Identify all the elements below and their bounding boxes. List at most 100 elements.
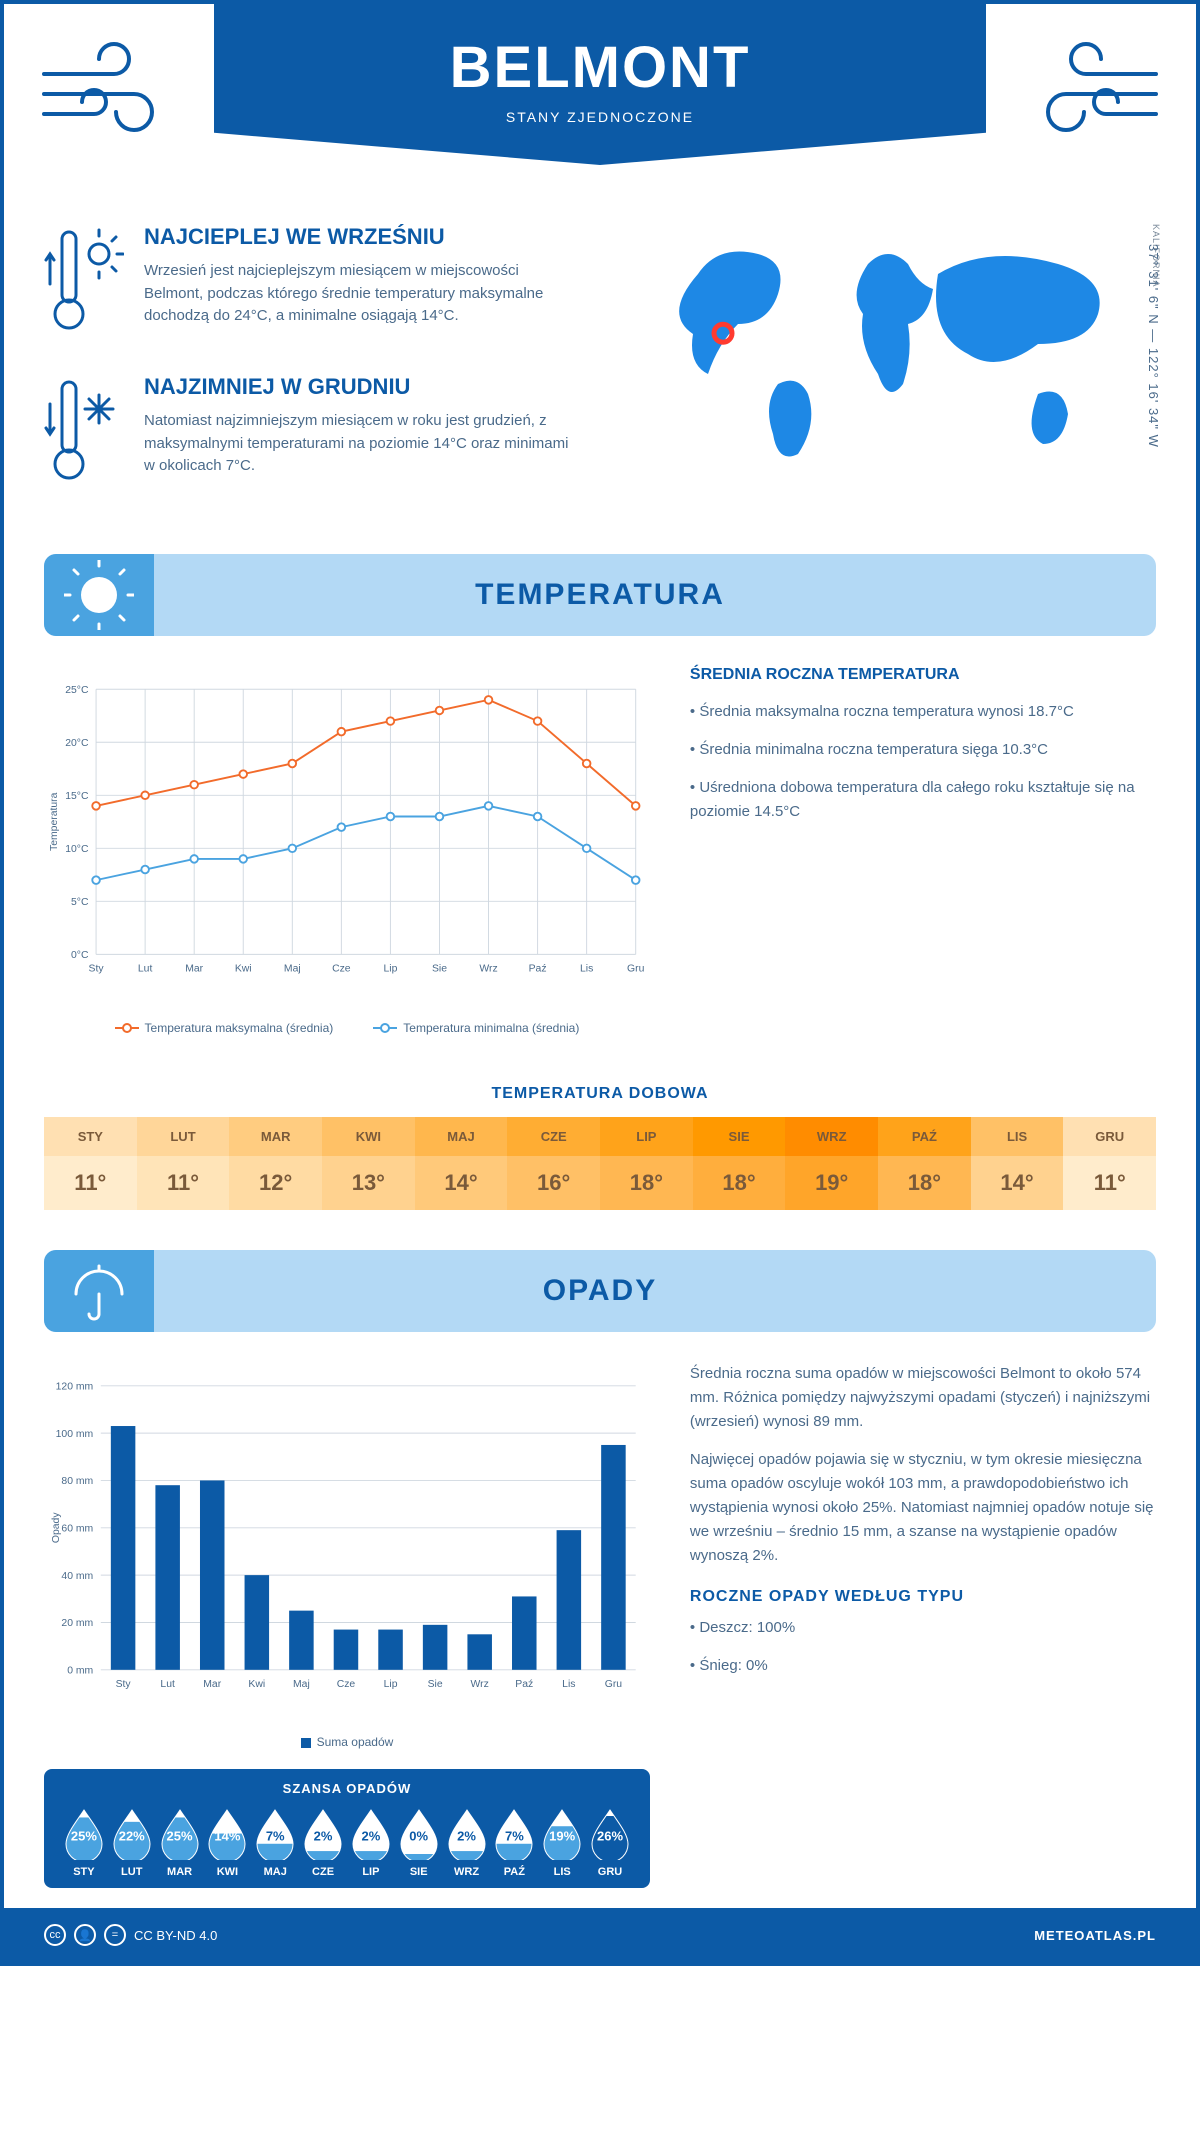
temp-cell: LIP18° (600, 1117, 693, 1210)
temperature-legend: .legend-swatch[style*='#f26b2b']::after{… (44, 1021, 650, 1035)
section-title: TEMPERATURA (475, 578, 725, 611)
svg-text:Mar: Mar (203, 1679, 221, 1690)
temp-cell: SIE18° (693, 1117, 786, 1210)
svg-text:Lip: Lip (384, 1679, 398, 1690)
section-header-temperature: TEMPERATURA (44, 554, 1156, 636)
svg-text:0 mm: 0 mm (67, 1666, 93, 1677)
precip-content: 0 mm 20 mm 40 mm 60 mm 80 mm 100 mm 120 mm Sty L… (4, 1332, 1196, 1908)
license: cc 👤 = CC BY-ND 4.0 (44, 1924, 217, 1946)
svg-text:Wrz: Wrz (471, 1679, 489, 1690)
header-banner: BELMONT STANY ZJEDNOCZONE (214, 4, 986, 165)
temp-info-title: ŚREDNIA ROCZNA TEMPERATURA (690, 666, 1156, 684)
svg-text:10°C: 10°C (65, 844, 89, 855)
svg-text:Maj: Maj (284, 963, 301, 974)
svg-text:Paź: Paź (529, 963, 547, 974)
svg-text:Cze: Cze (332, 963, 351, 974)
temp-bullet: • Średnia maksymalna roczna temperatura … (690, 700, 1156, 724)
svg-text:Sie: Sie (432, 963, 447, 974)
svg-text:Temperatura: Temperatura (49, 792, 60, 851)
chance-title: SZANSA OPADÓW (60, 1781, 634, 1796)
svg-text:Paź: Paź (515, 1679, 533, 1690)
precip-legend-label: Suma opadów (317, 1735, 394, 1749)
by-icon: 👤 (74, 1924, 96, 1946)
svg-text:Opady: Opady (51, 1512, 62, 1543)
chance-drop: 22% LUT (108, 1806, 156, 1878)
svg-text:Sie: Sie (428, 1679, 443, 1690)
precip-legend: Suma opadów (44, 1735, 650, 1749)
svg-text:Kwi: Kwi (248, 1679, 265, 1690)
chance-drop: 25% MAR (156, 1806, 204, 1878)
city-name: BELMONT (214, 34, 986, 101)
svg-text:25°C: 25°C (65, 685, 89, 696)
chance-drop: 2% WRZ (443, 1806, 491, 1878)
svg-text:20°C: 20°C (65, 738, 89, 749)
legend-item: .legend-swatch[style*='#4aa3e0']::after{… (373, 1021, 579, 1035)
svg-text:5°C: 5°C (71, 897, 89, 908)
chance-drop: 14% KWI (203, 1806, 251, 1878)
precip-type-bullet: • Śnieg: 0% (690, 1654, 1156, 1678)
svg-text:Gru: Gru (627, 963, 645, 974)
precip-p1: Średnia roczna suma opadów w miejscowośc… (690, 1362, 1156, 1434)
precip-type-title: ROCZNE OPADY WEDŁUG TYPU (690, 1588, 1156, 1606)
precip-info: Średnia roczna suma opadów w miejscowośc… (690, 1362, 1156, 1888)
sun-icon (44, 554, 154, 636)
temp-cell: KWI13° (322, 1117, 415, 1210)
intro-map: KALIFORNIA 37° 31' 6" N — 122° 16' 34" W (620, 224, 1156, 524)
chance-drop: 25% STY (60, 1806, 108, 1878)
svg-text:120 mm: 120 mm (56, 1382, 94, 1393)
svg-text:Maj: Maj (293, 1679, 310, 1690)
svg-text:Lis: Lis (580, 963, 593, 974)
svg-text:Sty: Sty (116, 1679, 132, 1690)
temp-cell: MAJ14° (415, 1117, 508, 1210)
umbrella-icon (44, 1250, 154, 1332)
chance-drop: 2% LIP (347, 1806, 395, 1878)
license-text: CC BY-ND 4.0 (134, 1928, 217, 1943)
temp-cell: LIS14° (971, 1117, 1064, 1210)
header: BELMONT STANY ZJEDNOCZONE (4, 4, 1196, 204)
chance-drop: 19% LIS (538, 1806, 586, 1878)
daily-temp-title: TEMPERATURA DOBOWA (4, 1085, 1196, 1103)
svg-text:Gru: Gru (605, 1679, 623, 1690)
temp-cell: LUT11° (137, 1117, 230, 1210)
thermometer-sun-icon (44, 224, 124, 344)
chance-drop: 26% GRU (586, 1806, 634, 1878)
legend-item: .legend-swatch[style*='#f26b2b']::after{… (115, 1021, 334, 1035)
country-name: STANY ZJEDNOCZONE (214, 109, 986, 125)
footer: cc 👤 = CC BY-ND 4.0 METEOATLAS.PL (4, 1908, 1196, 1962)
precip-bar-chart: 0 mm 20 mm 40 mm 60 mm 80 mm 100 mm 120 mm Sty L… (44, 1362, 650, 1722)
world-map (620, 224, 1156, 484)
chance-drop: 7% PAŹ (490, 1806, 538, 1878)
fact-warm: NAJCIEPLEJ WE WRZEŚNIU Wrzesień jest naj… (44, 224, 580, 344)
temperature-info: ŚREDNIA ROCZNA TEMPERATURA • Średnia mak… (690, 666, 1156, 1035)
svg-text:20 mm: 20 mm (61, 1618, 93, 1629)
svg-text:Lut: Lut (160, 1679, 175, 1690)
chance-drops: 25% STY 22% LUT 25% MAR 14% K (60, 1806, 634, 1878)
svg-text:Mar: Mar (185, 963, 203, 974)
temp-cell: PAŹ18° (878, 1117, 971, 1210)
fact-cold-text: Natomiast najzimniejszym miesiącem w rok… (144, 410, 580, 478)
svg-text:Sty: Sty (89, 963, 105, 974)
svg-text:Lis: Lis (562, 1679, 575, 1690)
precip-chance-box: SZANSA OPADÓW 25% STY 22% LUT 25 (44, 1769, 650, 1888)
temp-cell: CZE16° (507, 1117, 600, 1210)
chance-drop: 7% MAJ (251, 1806, 299, 1878)
section-title: OPADY (543, 1274, 657, 1307)
section-header-precip: OPADY (44, 1250, 1156, 1332)
thermometer-snow-icon (44, 374, 124, 494)
svg-text:40 mm: 40 mm (61, 1571, 93, 1582)
svg-text:Lut: Lut (138, 963, 153, 974)
temp-cell: WRZ19° (785, 1117, 878, 1210)
nd-icon: = (104, 1924, 126, 1946)
fact-cold: NAJZIMNIEJ W GRUDNIU Natomiast najzimnie… (44, 374, 580, 494)
intro-facts: NAJCIEPLEJ WE WRZEŚNIU Wrzesień jest naj… (44, 224, 580, 524)
page-frame: BELMONT STANY ZJEDNOCZONE NAJCIEPLEJ WE … (0, 0, 1200, 1966)
svg-text:60 mm: 60 mm (61, 1524, 93, 1535)
svg-text:15°C: 15°C (65, 791, 89, 802)
svg-text:Cze: Cze (337, 1679, 356, 1690)
svg-text:80 mm: 80 mm (61, 1476, 93, 1487)
svg-text:Kwi: Kwi (235, 963, 252, 974)
temp-bullet: • Uśredniona dobowa temperatura dla całe… (690, 776, 1156, 824)
svg-text:100 mm: 100 mm (56, 1429, 94, 1440)
svg-text:Wrz: Wrz (479, 963, 497, 974)
temp-cell: STY11° (44, 1117, 137, 1210)
